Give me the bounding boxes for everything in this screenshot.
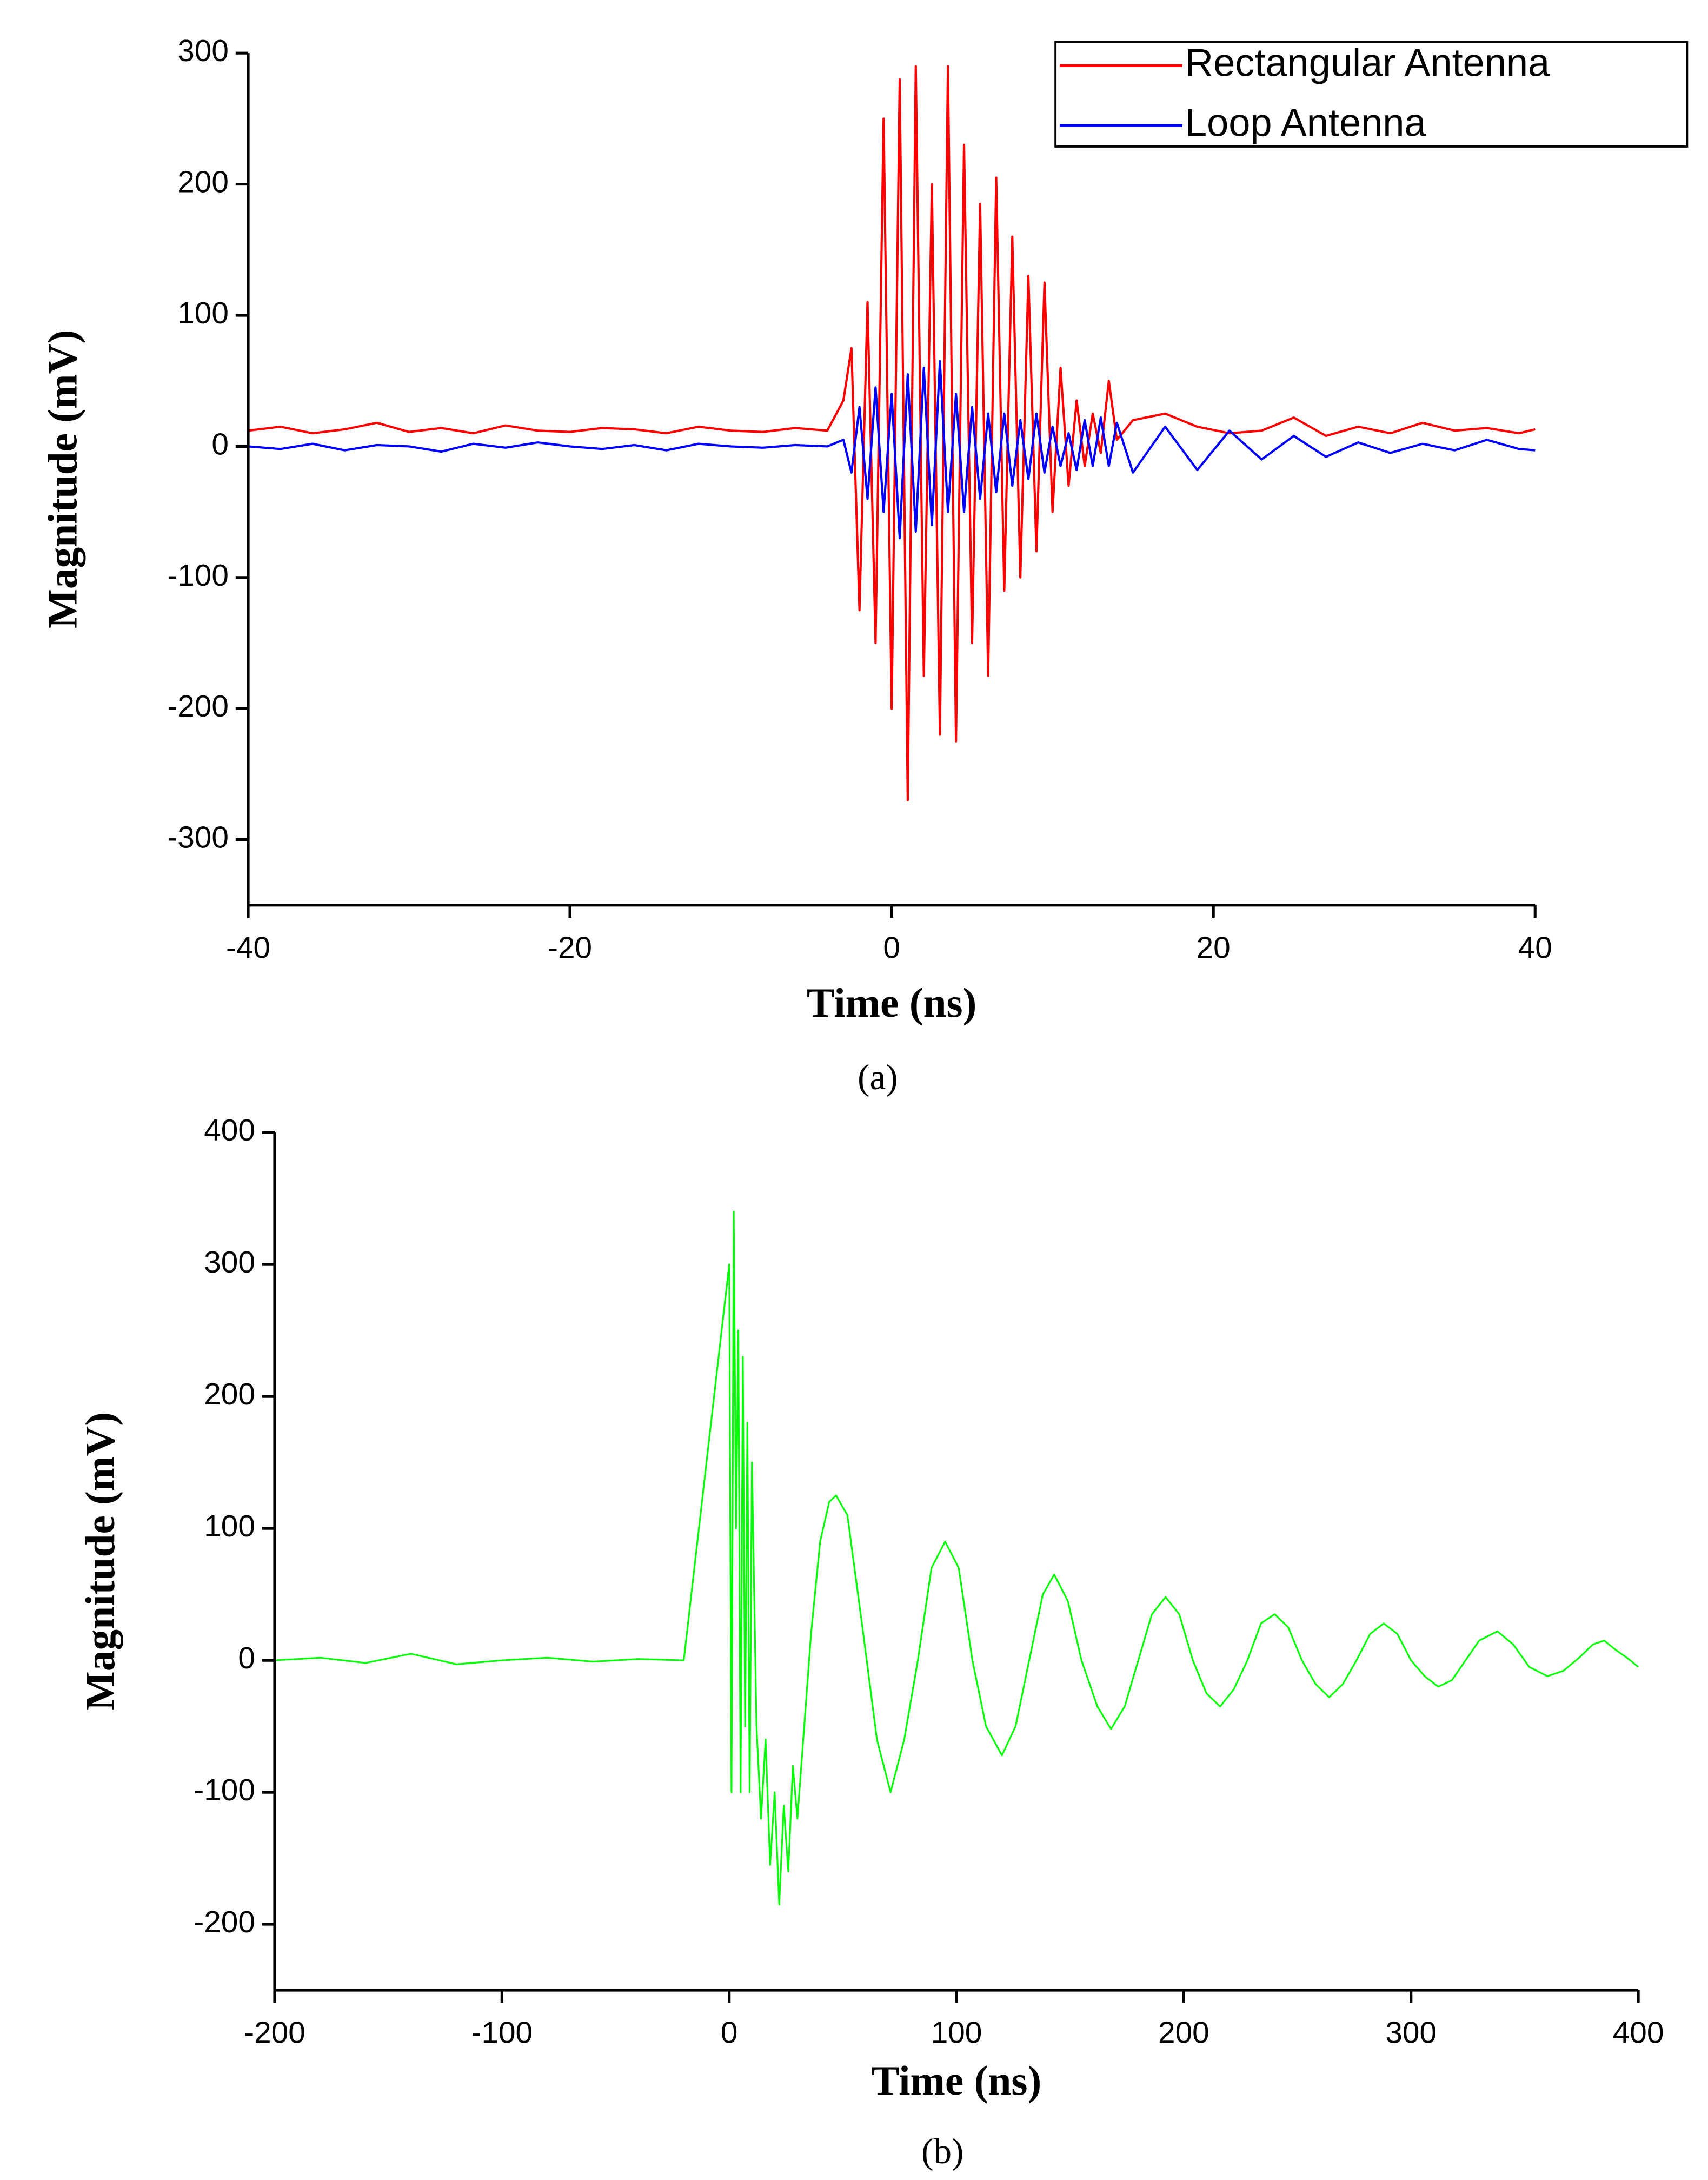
y-tick-label: 0 (238, 1641, 255, 1675)
x-tick-label: -20 (548, 931, 592, 965)
caption: (b) (921, 2131, 963, 2171)
x-tick-label: 0 (883, 931, 900, 965)
data-line (248, 65, 1536, 801)
y-tick-label: 300 (204, 1245, 255, 1280)
x-tick-label: 300 (1385, 2016, 1437, 2050)
data-line (248, 360, 1536, 540)
legend-label: Loop Antenna (1185, 101, 1426, 144)
x-tick-label: -40 (226, 931, 270, 965)
y-tick-label: 0 (211, 427, 229, 461)
x-tick-label: 200 (1158, 2016, 1209, 2050)
x-axis-label: Time (ns) (807, 979, 976, 1026)
y-tick-label: -100 (194, 1773, 255, 1807)
y-tick-label: -200 (194, 1905, 255, 1939)
y-tick-label: -200 (167, 690, 229, 724)
caption: (a) (858, 1057, 898, 1097)
y-tick-label: 100 (177, 296, 229, 330)
x-tick-label: 40 (1518, 931, 1552, 965)
y-tick-label: 200 (204, 1377, 255, 1412)
x-tick-label: -100 (471, 2016, 533, 2050)
y-axis-label: Magnitude (mV) (39, 330, 86, 628)
y-tick-label: 300 (177, 34, 229, 68)
y-axis-label: Magnitude (mV) (77, 1412, 123, 1711)
legend-box (1054, 41, 1689, 148)
y-tick-label: -100 (167, 559, 229, 593)
x-tick-label: 100 (931, 2016, 982, 2050)
data-line (274, 1211, 1639, 1906)
y-tick-label: 400 (204, 1114, 255, 1148)
x-tick-label: -200 (244, 2016, 305, 2050)
y-tick-label: 200 (177, 165, 229, 200)
x-tick-label: 400 (1613, 2016, 1664, 2050)
x-tick-label: 0 (721, 2016, 738, 2050)
x-tick-label: 20 (1197, 931, 1231, 965)
x-axis-label: Time (ns) (872, 2057, 1041, 2104)
y-tick-label: -300 (167, 821, 229, 855)
legend-label: Rectangular Antenna (1185, 41, 1550, 84)
y-tick-label: 100 (204, 1509, 255, 1543)
